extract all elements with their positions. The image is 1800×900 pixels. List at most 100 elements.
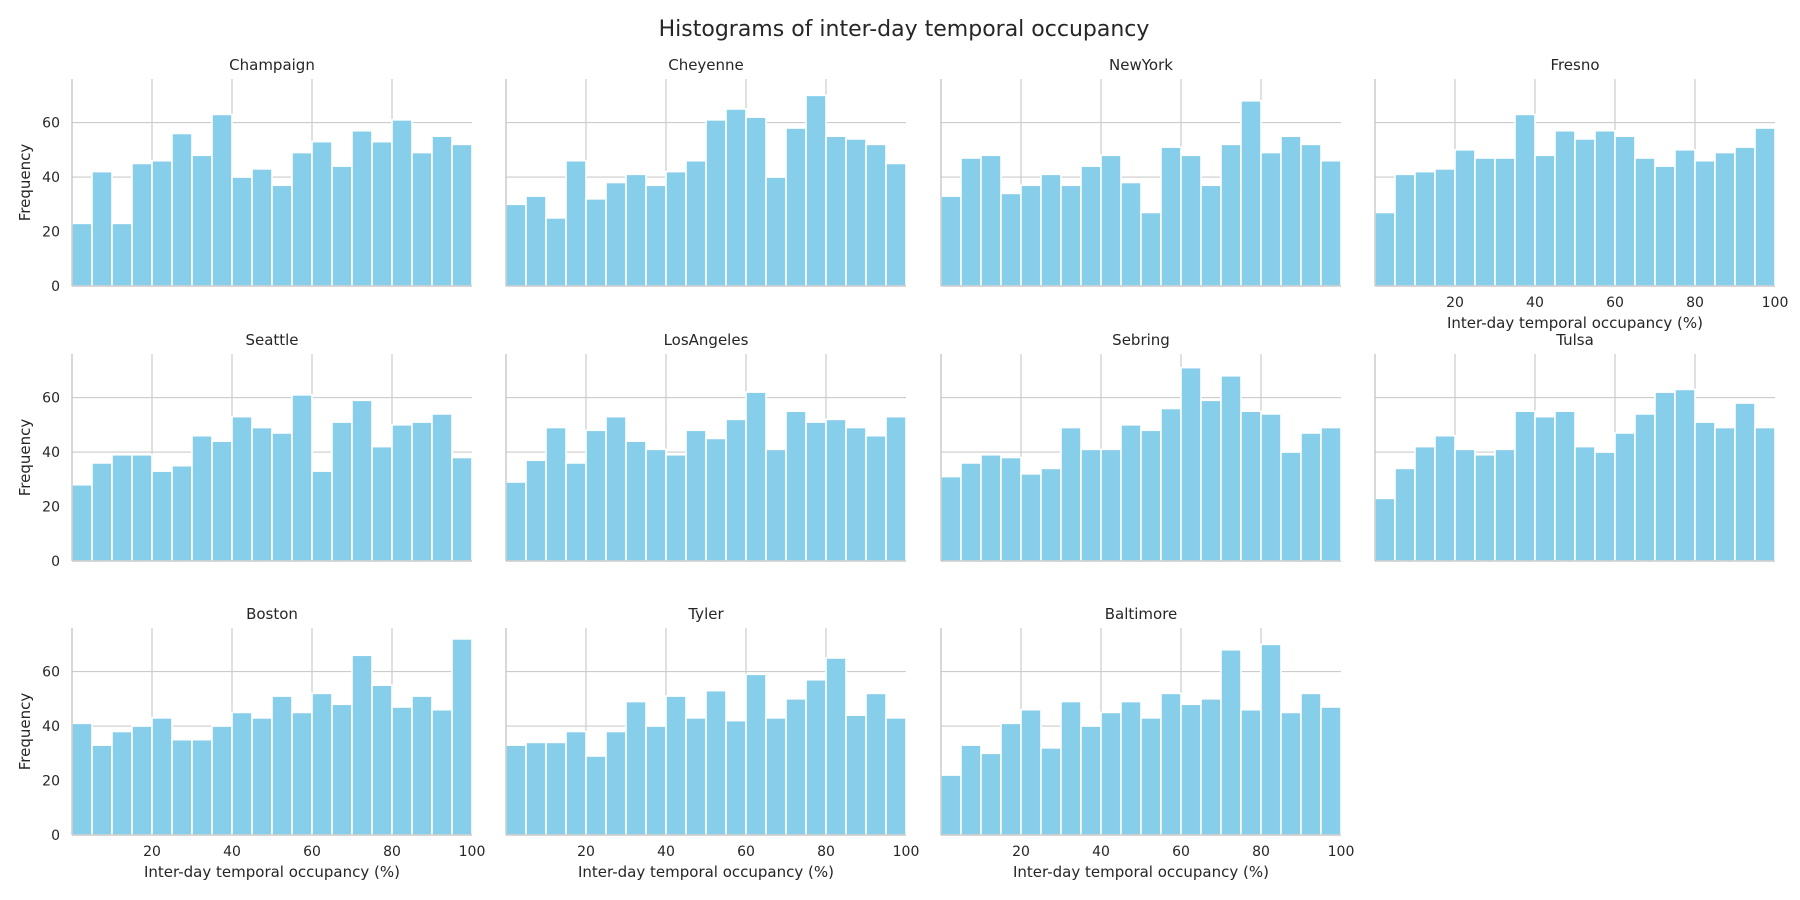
y-tick-label: 20 [42,500,60,516]
histogram-bar [705,689,727,836]
histogram-bar [825,135,847,287]
histogram-bar [865,692,887,836]
histogram-bar [545,741,567,836]
subplot-title: Tulsa [1555,331,1594,349]
histogram-bar [331,421,353,562]
histogram-bar [411,421,433,562]
histogram-bar [565,159,587,287]
histogram-bar [231,176,253,287]
x-tick-label: 60 [303,844,321,860]
subplot-title: Boston [246,605,298,623]
subplot-title: Seattle [245,331,298,349]
histogram-bar [1574,445,1596,562]
histogram-bar [111,222,133,287]
histogram-bar [251,426,273,562]
histogram-bar [1454,448,1476,562]
histogram-bar [1614,135,1636,287]
histogram-bar [1634,157,1656,287]
histogram-bar [1694,159,1716,287]
histogram-bar [1060,700,1082,836]
x-tick-label: 60 [1172,844,1190,860]
histogram-bar [565,730,587,836]
histogram-bar [825,657,847,836]
histogram-bar [131,725,153,836]
histogram-bar [151,159,173,287]
histogram-bar [1120,424,1142,562]
y-tick-label: 40 [42,170,60,186]
histogram-bar [1080,448,1102,562]
x-tick-label: 100 [1328,844,1355,860]
histogram-bar [865,434,887,562]
histogram-bar [1140,429,1162,562]
histogram-bar [1374,497,1396,562]
subplot-baltimore: Baltimore 20 40 60 80 100 Inter-day temporal o… [940,605,1355,881]
x-tick-label: 100 [1762,295,1789,311]
histogram-bar [351,399,373,562]
histogram-bar [1200,399,1222,562]
subplot-title: Sebring [1112,331,1170,349]
histogram-bar [1514,410,1536,562]
x-tick-label: 40 [657,844,675,860]
figure-title: Histograms of inter-day temporal occupan… [659,17,1150,42]
histogram-bar [940,774,962,836]
histogram-bar [391,119,413,287]
histogram-bar [1474,453,1496,562]
histogram-bar [291,151,313,287]
histogram-bar [665,170,687,287]
x-tick-label: 20 [577,844,595,860]
subplot-champaign: Champaign 0 20 40 60 Frequency [16,56,473,295]
histogram-bar [845,426,867,562]
histogram-bar [391,424,413,562]
histogram-bar [231,415,253,562]
histogram-bar [1080,165,1102,287]
histogram-bar [1654,391,1676,562]
histogram-bar [585,755,607,836]
histogram-bar [585,429,607,562]
histogram-bar [1514,113,1536,287]
histogram-bar [1280,451,1302,562]
histogram-bar [505,744,527,836]
histogram-bar [1714,151,1736,287]
histogram-bar [1394,173,1416,287]
histogram-bar [765,717,787,836]
y-tick-label: 0 [51,554,60,570]
histogram-bar [725,108,747,287]
histogram-bar [980,453,1002,562]
y-tick-label: 60 [42,116,60,132]
y-tick-label: 20 [42,225,60,241]
histogram-bar [1280,135,1302,287]
histogram-bar [1714,426,1736,562]
histogram-bar [1534,415,1556,562]
histogram-bar [725,418,747,562]
histogram-bar [685,429,707,562]
y-tick-label: 60 [42,665,60,681]
histogram-bar [645,448,667,562]
histogram-bar [980,154,1002,287]
subplot-title: Tyler [687,605,724,623]
histogram-bar [605,181,627,287]
subplot-fresno: Fresno 20 40 60 80 100 Inter-day temporal occu… [1374,56,1789,332]
histogram-bar [645,184,667,287]
histogram-bar [685,159,707,287]
subplot-seattle: Seattle 0 20 40 60 Frequency [16,331,473,570]
histogram-bar [1434,434,1456,562]
histogram-bar [431,413,453,562]
subplot-cheyenne: Cheyenne [505,56,907,287]
histogram-bar [431,708,453,836]
histogram-bar [805,94,827,287]
histogram-bar [91,462,113,562]
histogram-bar [91,744,113,836]
histogram-bar [1060,184,1082,287]
histogram-bar [685,717,707,836]
x-axis-label: Inter-day temporal occupancy (%) [1013,863,1269,881]
histogram-bar [1120,181,1142,287]
histogram-bar [1320,426,1342,562]
histogram-bar [1240,410,1262,562]
histogram-bar [960,157,982,287]
histogram-bar [1534,154,1556,287]
histogram-bar [311,470,333,562]
histogram-bar [1240,99,1262,287]
histogram-bar [1734,146,1756,287]
histogram-bar [1020,473,1042,562]
